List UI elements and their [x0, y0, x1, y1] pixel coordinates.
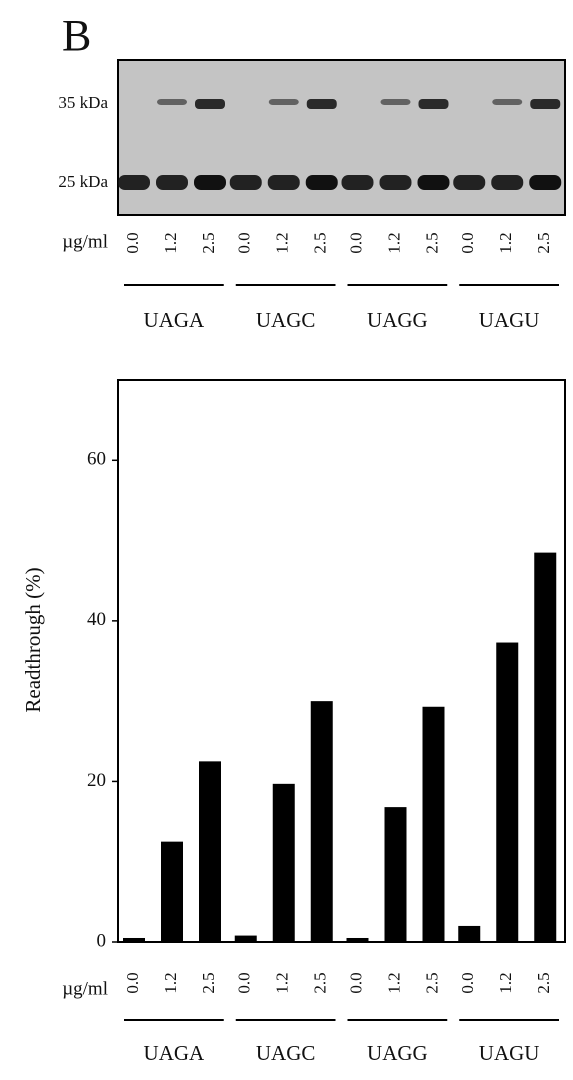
- band-25kda: [491, 175, 523, 190]
- group-label: UAGC: [256, 308, 316, 332]
- lane-label: 2.5: [534, 232, 553, 253]
- bar: [235, 936, 257, 942]
- band-35kda: [307, 99, 337, 109]
- lane-label: 1.2: [273, 232, 292, 253]
- panel-label: B: [62, 11, 91, 60]
- group-label: UAGU: [479, 1041, 540, 1065]
- band-35kda: [157, 99, 187, 105]
- y-axis-label: Readthrough (%): [21, 567, 45, 712]
- x-tick-label: 0.0: [235, 972, 254, 993]
- figure: B 35 kDa 25 kDa µg/ml Readthrough (%) µg…: [0, 0, 573, 1080]
- lane-label: 2.5: [311, 232, 330, 253]
- band-35kda: [530, 99, 560, 109]
- band-35kda: [195, 99, 225, 109]
- bar: [423, 707, 445, 942]
- lane-label: 0.0: [346, 232, 365, 253]
- y-tick-label: 20: [87, 770, 106, 791]
- x-tick-label: 1.2: [273, 972, 292, 993]
- x-tick-label: 2.5: [534, 972, 553, 993]
- bar: [161, 842, 183, 942]
- x-tick-label: 2.5: [422, 972, 441, 993]
- bar: [123, 938, 145, 942]
- band-25kda: [268, 175, 300, 190]
- band-25kda: [529, 175, 561, 190]
- bar: [458, 926, 480, 942]
- bar: [199, 761, 221, 942]
- band-25kda: [156, 175, 188, 190]
- y-tick-label: 40: [87, 609, 106, 630]
- lane-label: 1.2: [161, 232, 180, 253]
- x-tick-label: 2.5: [311, 972, 330, 993]
- bar: [347, 938, 369, 942]
- group-label: UAGG: [367, 308, 428, 332]
- blot-image: [118, 60, 565, 215]
- band-25kda: [418, 175, 450, 190]
- bar: [385, 807, 407, 942]
- unit-label: µg/ml: [62, 231, 108, 252]
- band-25kda: [453, 175, 485, 190]
- lane-label: 0.0: [458, 232, 477, 253]
- lane-label: 2.5: [199, 232, 218, 253]
- lane-label: 2.5: [422, 232, 441, 253]
- x-tick-label: 1.2: [161, 972, 180, 993]
- bar: [496, 643, 518, 942]
- x-tick-label: 0.0: [458, 972, 477, 993]
- group-label: UAGA: [144, 308, 205, 332]
- band-25kda: [230, 175, 262, 190]
- band-25kda: [118, 175, 150, 190]
- marker-label: 35 kDa: [58, 93, 108, 112]
- lane-label: 0.0: [123, 232, 142, 253]
- marker-label: 25 kDa: [58, 172, 108, 191]
- x-axis-label: µg/ml: [62, 978, 108, 999]
- group-label: UAGU: [479, 308, 540, 332]
- y-tick-label: 60: [87, 449, 106, 470]
- band-25kda: [306, 175, 338, 190]
- lane-label: 1.2: [496, 232, 515, 253]
- x-tick-label: 0.0: [123, 972, 142, 993]
- group-label: UAGA: [144, 1041, 205, 1065]
- band-25kda: [194, 175, 226, 190]
- x-tick-label: 2.5: [199, 972, 218, 993]
- bar: [311, 701, 333, 942]
- band-35kda: [492, 99, 522, 105]
- bar: [534, 553, 556, 942]
- group-label: UAGG: [367, 1041, 428, 1065]
- group-label: UAGC: [256, 1041, 316, 1065]
- band-25kda: [342, 175, 374, 190]
- bar: [273, 784, 295, 942]
- lane-label: 1.2: [384, 232, 403, 253]
- band-25kda: [380, 175, 412, 190]
- band-35kda: [419, 99, 449, 109]
- x-tick-label: 1.2: [384, 972, 403, 993]
- x-tick-label: 1.2: [496, 972, 515, 993]
- band-35kda: [269, 99, 299, 105]
- lane-label: 0.0: [235, 232, 254, 253]
- y-tick-label: 0: [97, 930, 107, 951]
- x-tick-label: 0.0: [346, 972, 365, 993]
- band-35kda: [381, 99, 411, 105]
